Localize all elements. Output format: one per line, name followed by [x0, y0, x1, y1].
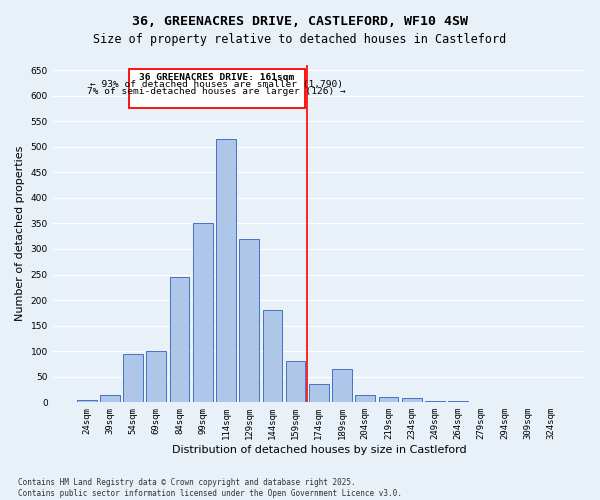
Bar — [355, 394, 375, 402]
Bar — [123, 354, 143, 403]
Text: 36, GREENACRES DRIVE, CASTLEFORD, WF10 4SW: 36, GREENACRES DRIVE, CASTLEFORD, WF10 4… — [132, 15, 468, 28]
Bar — [170, 277, 190, 402]
Bar — [146, 351, 166, 403]
Bar — [379, 397, 398, 402]
Bar — [309, 384, 329, 402]
Bar — [128, 69, 305, 108]
Bar — [402, 398, 422, 402]
Bar — [77, 400, 97, 402]
Bar — [332, 369, 352, 402]
Text: ← 93% of detached houses are smaller (1,790): ← 93% of detached houses are smaller (1,… — [90, 80, 343, 90]
Bar — [193, 224, 212, 402]
Bar — [286, 362, 305, 403]
Text: 36 GREENACRES DRIVE: 161sqm: 36 GREENACRES DRIVE: 161sqm — [139, 73, 295, 82]
Text: Size of property relative to detached houses in Castleford: Size of property relative to detached ho… — [94, 32, 506, 46]
Text: 7% of semi-detached houses are larger (126) →: 7% of semi-detached houses are larger (1… — [88, 88, 346, 96]
Bar — [100, 394, 120, 402]
Bar — [216, 139, 236, 402]
Y-axis label: Number of detached properties: Number of detached properties — [15, 146, 25, 322]
Text: Contains HM Land Registry data © Crown copyright and database right 2025.
Contai: Contains HM Land Registry data © Crown c… — [18, 478, 402, 498]
X-axis label: Distribution of detached houses by size in Castleford: Distribution of detached houses by size … — [172, 445, 466, 455]
Bar — [263, 310, 282, 402]
Bar — [239, 239, 259, 402]
